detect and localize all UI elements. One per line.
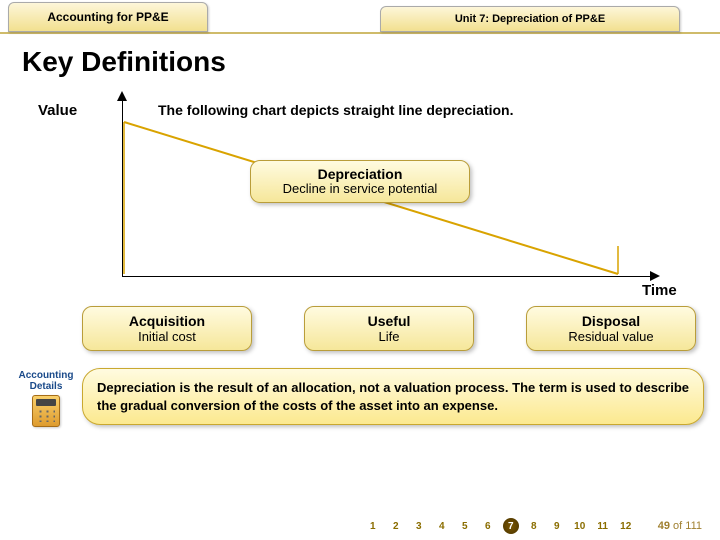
- details-label-line2: Details: [10, 381, 82, 392]
- stage-boxes-row: Acquisition Initial cost Useful Life Dis…: [82, 306, 700, 351]
- unit-tab[interactable]: Unit 7: Depreciation of PP&E: [380, 6, 680, 32]
- box-title: Disposal: [535, 313, 687, 329]
- pager-item-2[interactable]: 2: [388, 518, 404, 534]
- acquisition-box: Acquisition Initial cost: [82, 306, 252, 351]
- accounting-details-section: Accounting Details Depreciation is the r…: [10, 368, 704, 427]
- pager-item-3[interactable]: 3: [411, 518, 427, 534]
- box-subtitle: Initial cost: [91, 329, 243, 344]
- page-count: 49 of 111: [658, 520, 702, 532]
- course-tab[interactable]: Accounting for PP&E: [8, 2, 208, 32]
- details-callout: Depreciation is the result of an allocat…: [82, 368, 704, 425]
- calculator-icon: [32, 395, 60, 427]
- box-subtitle: Life: [313, 329, 465, 344]
- pager-item-8[interactable]: 8: [526, 518, 542, 534]
- pager-item-12[interactable]: 12: [618, 518, 634, 534]
- details-label: Accounting Details: [10, 368, 82, 427]
- pager-item-10[interactable]: 10: [572, 518, 588, 534]
- dep-box-title: Depreciation: [259, 166, 461, 182]
- pager-item-5[interactable]: 5: [457, 518, 473, 534]
- pager-item-6[interactable]: 6: [480, 518, 496, 534]
- pager-item-4[interactable]: 4: [434, 518, 450, 534]
- dep-box-subtitle: Decline in service potential: [259, 181, 461, 196]
- content-area: Key Definitions Value The following char…: [0, 38, 720, 520]
- slide-pager: 123456789101112: [365, 518, 634, 534]
- page-sep: of: [670, 520, 685, 532]
- useful-life-box: Useful Life: [304, 306, 474, 351]
- box-title: Acquisition: [91, 313, 243, 329]
- pager-item-11[interactable]: 11: [595, 518, 611, 534]
- page-current: 49: [658, 520, 670, 532]
- footer: 123456789101112 49 of 111: [0, 518, 720, 534]
- depreciation-chart: Value The following chart depicts straig…: [20, 96, 700, 291]
- depreciation-definition-box: Depreciation Decline in service potentia…: [250, 160, 470, 203]
- page-total: 111: [685, 520, 702, 532]
- header: Accounting for PP&E Unit 7: Depreciation…: [0, 0, 720, 40]
- box-title: Useful: [313, 313, 465, 329]
- pager-item-7[interactable]: 7: [503, 518, 519, 534]
- disposal-box: Disposal Residual value: [526, 306, 696, 351]
- page-title: Key Definitions: [22, 46, 700, 78]
- pager-item-1[interactable]: 1: [365, 518, 381, 534]
- details-label-line1: Accounting: [10, 370, 82, 381]
- pager-item-9[interactable]: 9: [549, 518, 565, 534]
- header-divider: [0, 32, 720, 34]
- box-subtitle: Residual value: [535, 329, 687, 344]
